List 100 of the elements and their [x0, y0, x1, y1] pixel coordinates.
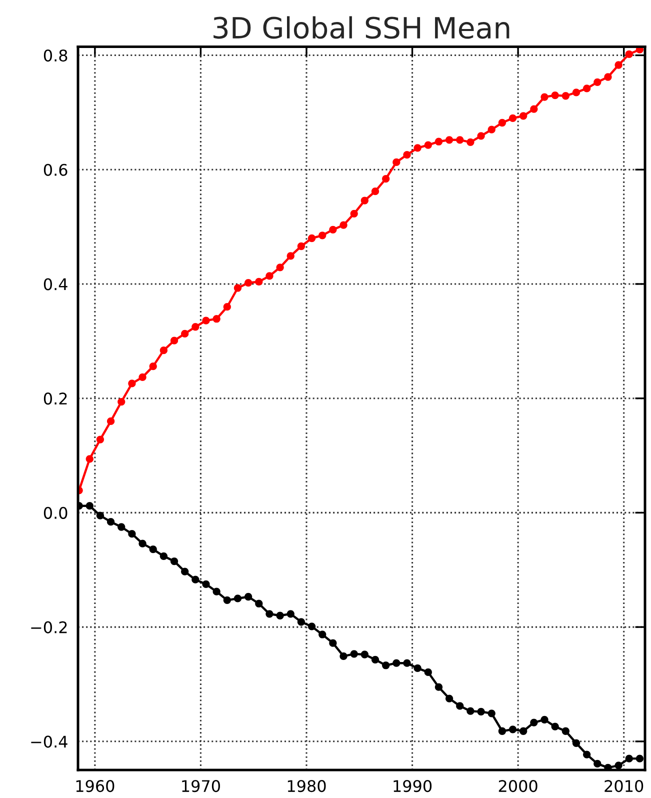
point — [445, 136, 454, 144]
point — [434, 138, 443, 146]
point — [96, 436, 104, 444]
point — [118, 523, 126, 531]
point — [625, 50, 633, 58]
point — [86, 455, 94, 463]
point — [625, 754, 633, 762]
x-tick-label: 1990 — [394, 780, 432, 792]
point — [350, 210, 358, 218]
point — [371, 188, 380, 196]
point — [255, 600, 263, 608]
point — [308, 234, 316, 242]
point — [276, 264, 284, 272]
point — [403, 150, 411, 159]
y-tick-label: 0.4 — [44, 278, 68, 290]
x-tick-label: 1970 — [182, 780, 220, 792]
point — [540, 716, 548, 724]
point — [604, 73, 612, 81]
point — [223, 596, 231, 604]
point — [562, 727, 570, 735]
point — [170, 336, 178, 344]
point — [350, 650, 358, 658]
point — [160, 346, 168, 354]
point — [212, 315, 220, 323]
point — [308, 622, 316, 630]
point — [202, 580, 210, 588]
point — [138, 373, 146, 382]
point — [244, 279, 252, 287]
point — [170, 557, 178, 566]
point — [562, 92, 570, 100]
point — [583, 750, 591, 758]
point — [508, 114, 517, 122]
point — [106, 417, 115, 426]
point — [192, 323, 200, 331]
point — [382, 662, 390, 670]
point — [594, 78, 602, 86]
point — [128, 530, 136, 538]
point — [434, 683, 443, 691]
point — [382, 174, 390, 183]
x-tick-label: 1980 — [288, 780, 326, 792]
point — [520, 727, 528, 735]
point — [181, 330, 189, 338]
point — [244, 592, 252, 601]
point — [266, 272, 274, 280]
point — [466, 138, 474, 146]
point — [551, 722, 559, 730]
y-tick-label: 0.0 — [44, 506, 68, 519]
y-tick-label: 0.2 — [44, 392, 67, 405]
point — [572, 739, 580, 747]
point — [498, 118, 506, 127]
point — [392, 158, 400, 166]
point — [424, 141, 432, 149]
point — [329, 226, 337, 234]
point — [329, 639, 337, 647]
point — [234, 594, 242, 602]
point — [403, 659, 411, 667]
point — [276, 612, 284, 620]
point — [286, 610, 294, 618]
point — [477, 132, 485, 140]
point — [360, 196, 368, 204]
point — [466, 707, 474, 715]
point — [572, 88, 580, 96]
point — [530, 105, 538, 113]
point — [456, 702, 464, 710]
point — [636, 754, 644, 762]
point — [392, 659, 400, 667]
point — [160, 552, 168, 560]
point — [212, 588, 220, 596]
point — [149, 545, 157, 554]
point — [424, 668, 432, 676]
point — [614, 762, 622, 770]
point — [86, 502, 94, 510]
point — [318, 232, 326, 240]
point — [106, 518, 115, 526]
point — [255, 278, 263, 286]
point — [318, 630, 326, 638]
point — [340, 221, 348, 229]
point — [202, 316, 210, 324]
point — [488, 126, 496, 134]
y-tick-label: 0.8 — [44, 49, 68, 62]
point — [149, 362, 157, 370]
point — [118, 398, 126, 406]
point — [614, 61, 622, 69]
point — [297, 618, 306, 626]
point — [488, 710, 496, 718]
point — [530, 718, 538, 726]
x-tick-label: 1960 — [76, 780, 114, 792]
y-tick-label: −0.4 — [31, 736, 68, 748]
point — [223, 303, 231, 311]
point — [477, 708, 485, 716]
chart-title: 3D Global SSH Mean — [214, 16, 510, 39]
point — [192, 576, 200, 584]
point — [414, 664, 422, 672]
point — [360, 650, 368, 658]
point — [138, 540, 146, 548]
x-tick-label: 2010 — [604, 780, 644, 792]
point — [234, 284, 242, 292]
point — [340, 652, 348, 660]
point — [286, 252, 294, 260]
point — [414, 144, 422, 152]
